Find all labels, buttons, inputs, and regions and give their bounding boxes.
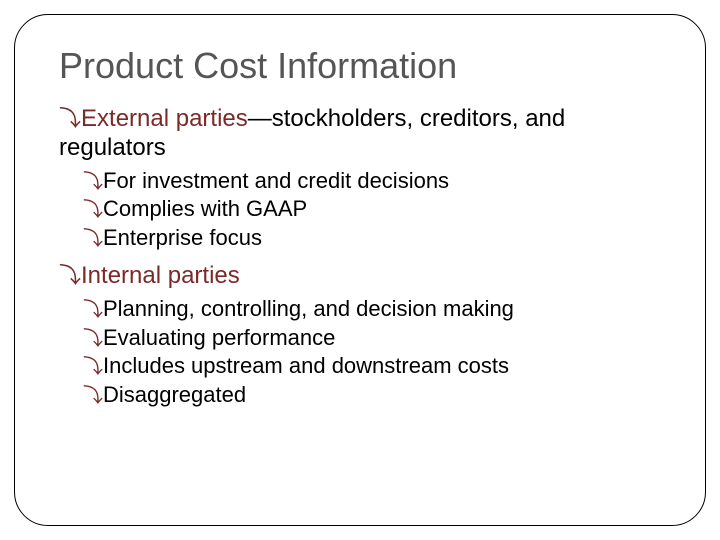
slide-frame: Product Cost Information ⤵External parti…	[14, 14, 706, 526]
bullet-icon: ⤵	[83, 199, 103, 221]
sub-bullet-group: ⤵For investment and credit decisions ⤵Co…	[83, 167, 661, 253]
bullet-icon: ⤵	[59, 106, 81, 131]
bullet-text: Includes upstream and downstream costs	[103, 353, 509, 378]
bullet-text: Disaggregated	[103, 382, 246, 407]
bullet-icon: ⤵	[83, 171, 103, 193]
bullet-level1: ⤵Internal parties	[59, 262, 661, 291]
bullet-text: For investment and credit decisions	[103, 168, 449, 193]
bullet-head: External parties	[81, 105, 248, 132]
sub-bullet-group: ⤵Planning, controlling, and decision mak…	[83, 295, 661, 409]
bullet-level2: ⤵Evaluating performance	[83, 324, 661, 353]
bullet-icon: ⤵	[83, 385, 103, 407]
bullet-text: Enterprise focus	[103, 225, 262, 250]
bullet-text: Evaluating performance	[103, 325, 335, 350]
bullet-icon: ⤵	[83, 228, 103, 250]
bullet-level2: ⤵Includes upstream and downstream costs	[83, 352, 661, 381]
bullet-icon: ⤵	[59, 263, 81, 288]
bullet-level2: ⤵Enterprise focus	[83, 224, 661, 253]
bullet-level1-line: ⤵Internal parties	[59, 262, 661, 291]
bullet-level2: ⤵For investment and credit decisions	[83, 167, 661, 196]
bullet-level1: ⤵External parties—stockholders, creditor…	[59, 105, 661, 163]
slide-title: Product Cost Information	[59, 45, 661, 87]
bullet-rest: —stockholders, creditors, and	[248, 105, 565, 132]
bullet-icon: ⤵	[83, 328, 103, 350]
bullet-head: Internal parties	[81, 262, 240, 289]
bullet-text: Complies with GAAP	[103, 196, 307, 221]
bullet-icon: ⤵	[83, 299, 103, 321]
bullet-level2: ⤵Complies with GAAP	[83, 195, 661, 224]
bullet-text: Planning, controlling, and decision maki…	[103, 296, 514, 321]
slide: Product Cost Information ⤵External parti…	[0, 0, 720, 540]
bullet-icon: ⤵	[83, 356, 103, 378]
bullet-level1-line: ⤵External parties—stockholders, creditor…	[59, 105, 661, 134]
bullet-level2: ⤵Planning, controlling, and decision mak…	[83, 295, 661, 324]
bullet-level2: ⤵Disaggregated	[83, 381, 661, 410]
bullet-level1-continuation: regulators	[59, 134, 661, 163]
